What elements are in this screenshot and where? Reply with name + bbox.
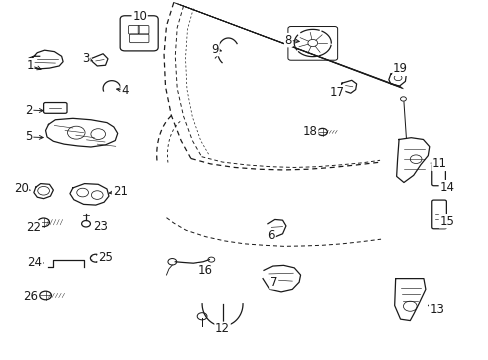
Text: 19: 19 — [392, 62, 407, 75]
Text: 18: 18 — [302, 125, 317, 138]
Text: 12: 12 — [215, 322, 229, 335]
Text: 11: 11 — [431, 157, 446, 170]
Text: 5: 5 — [25, 130, 33, 144]
Text: 4: 4 — [121, 84, 128, 97]
Text: 24: 24 — [27, 256, 42, 269]
Text: 14: 14 — [438, 181, 453, 194]
Text: 22: 22 — [26, 221, 41, 234]
Text: 2: 2 — [25, 104, 33, 117]
Text: 17: 17 — [329, 86, 344, 99]
Text: 9: 9 — [211, 42, 219, 55]
Text: 10: 10 — [132, 10, 147, 23]
Text: 21: 21 — [112, 185, 127, 198]
Text: 20: 20 — [14, 183, 29, 195]
Text: 8: 8 — [284, 33, 291, 47]
Text: 25: 25 — [98, 251, 113, 264]
Text: 3: 3 — [82, 51, 89, 64]
Text: 6: 6 — [267, 229, 275, 242]
Text: 13: 13 — [429, 303, 444, 316]
Text: 23: 23 — [93, 220, 108, 233]
Text: 1: 1 — [26, 59, 34, 72]
Text: 26: 26 — [23, 290, 39, 303]
Text: 15: 15 — [439, 215, 453, 228]
Text: 7: 7 — [269, 276, 277, 289]
Text: 16: 16 — [198, 264, 213, 277]
